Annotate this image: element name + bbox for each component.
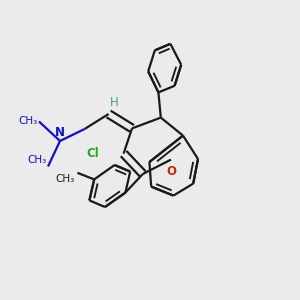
Text: CH₃: CH₃ bbox=[27, 155, 46, 165]
Text: H: H bbox=[110, 95, 118, 109]
Text: CH₃: CH₃ bbox=[56, 174, 75, 184]
Text: N: N bbox=[55, 127, 65, 140]
Text: Cl: Cl bbox=[87, 147, 99, 160]
Text: CH₃: CH₃ bbox=[18, 116, 38, 127]
Text: O: O bbox=[166, 165, 176, 178]
